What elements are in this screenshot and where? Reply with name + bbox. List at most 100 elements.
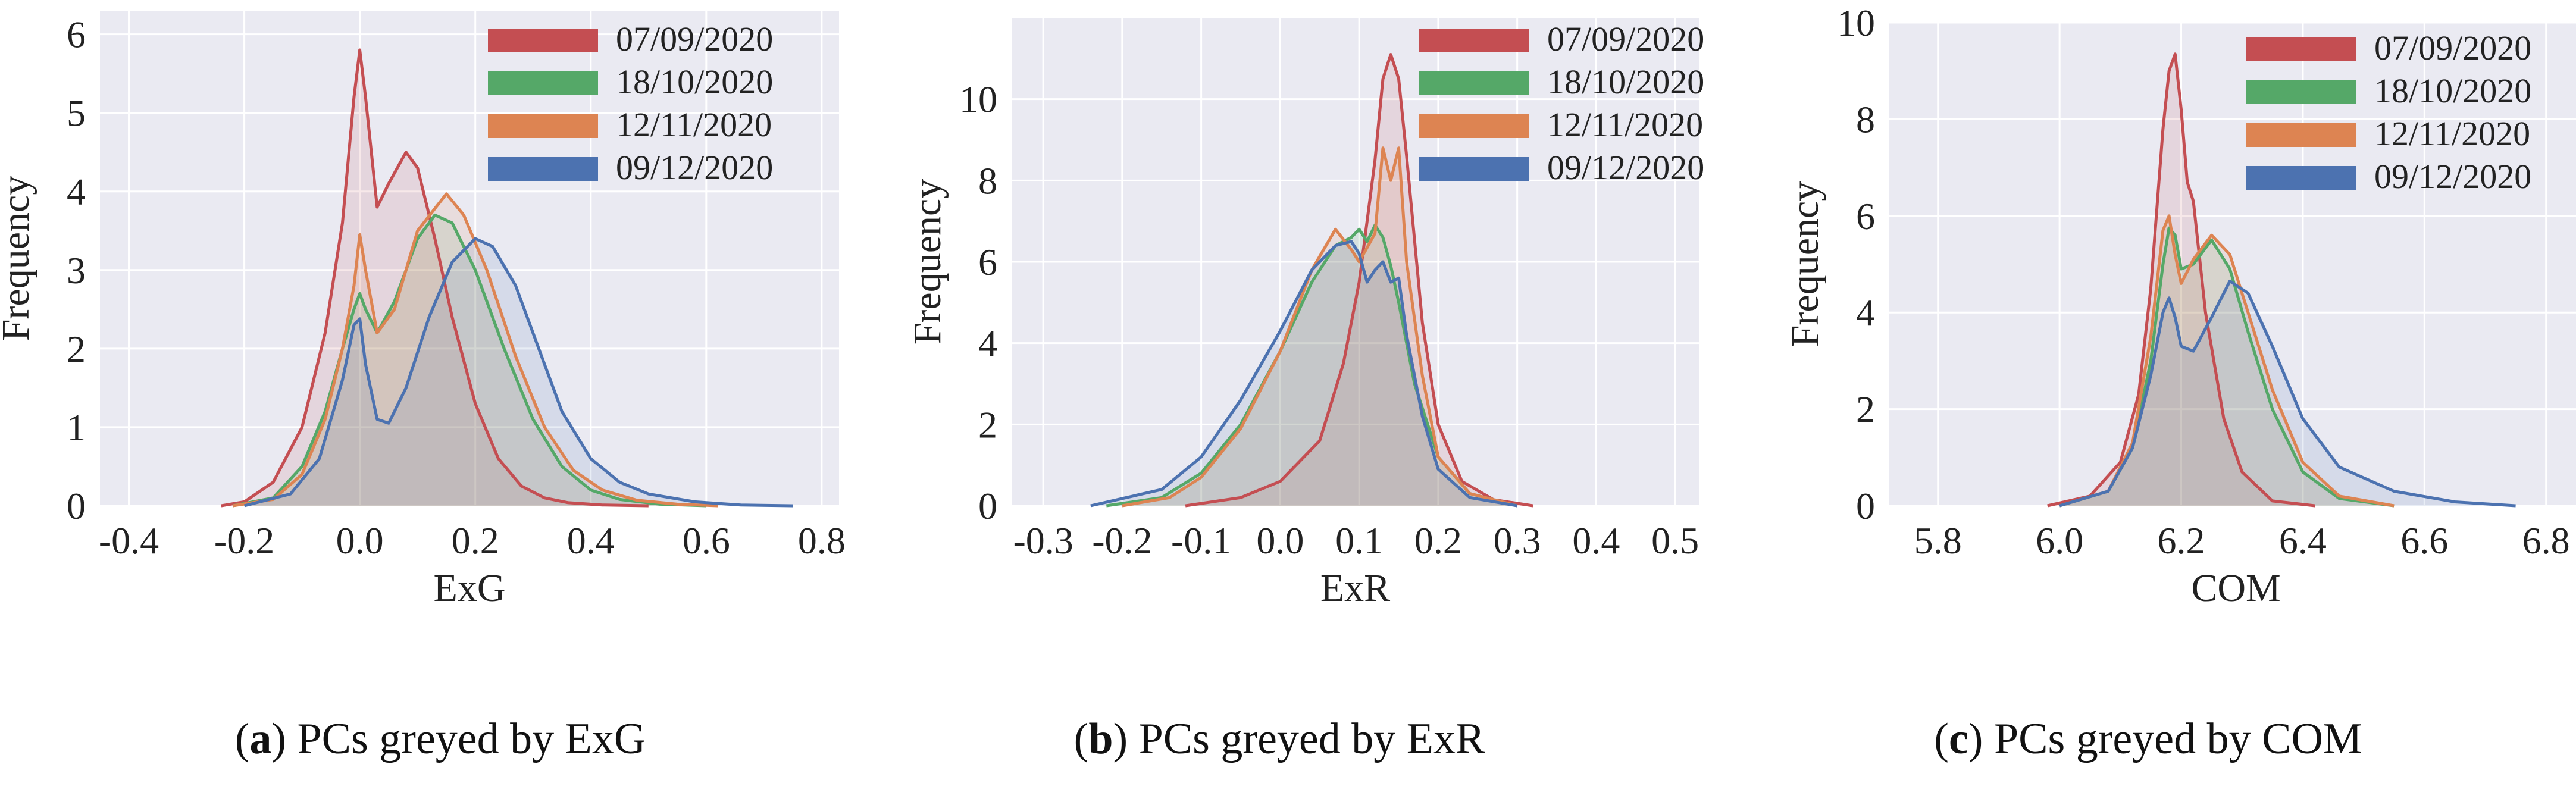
y-tick-label: 0 — [67, 485, 86, 527]
x-tick-label: 6.4 — [2279, 519, 2327, 562]
y-tick-label: 2 — [1856, 389, 1875, 431]
y-tick-label: 10 — [959, 79, 997, 121]
series-line — [2059, 214, 2395, 508]
caption-exr: (b) PCs greyed by ExR — [1073, 715, 1485, 763]
series-line — [1122, 146, 1518, 508]
x-tick-label: -0.1 — [1171, 519, 1231, 562]
series-area — [1090, 241, 1517, 506]
series-line — [2059, 279, 2516, 508]
legend-swatch — [488, 29, 598, 52]
series-line — [2047, 52, 2315, 508]
y-tick-label: 1 — [67, 406, 86, 449]
x-tick-label: 6.8 — [2522, 519, 2570, 562]
y-tick-label: 4 — [67, 171, 86, 213]
y-tick-label: 2 — [67, 328, 86, 370]
x-tick-label: 0.0 — [336, 519, 384, 562]
panel-exg: -0.4 -0.2 0.0 0.2 0.4 0.6 0.8 0 1 2 3 4 5 6 ExG Frequen… — [0, 11, 846, 610]
legend-label: 09/12/2020 — [2374, 157, 2531, 196]
legend-label: 09/12/2020 — [616, 148, 773, 187]
y-tick-label: 8 — [1856, 98, 1875, 140]
y-tick-label: 4 — [1856, 292, 1875, 334]
legend-label: 18/10/2020 — [616, 62, 773, 101]
legend-label: 12/11/2020 — [616, 105, 772, 144]
caption-letter: c — [1948, 715, 1968, 763]
y-tick-label: 0 — [1856, 485, 1875, 527]
series-line — [243, 237, 793, 508]
x-tick-label: 0.4 — [567, 519, 615, 562]
y-tick-label: 3 — [67, 249, 86, 292]
series-line — [232, 192, 718, 508]
legend-label: 07/09/2020 — [616, 20, 773, 58]
x-tick-label: 6.2 — [2158, 519, 2205, 562]
caption-com: (c) PCs greyed by COM — [1934, 715, 2362, 763]
y-axis-label: Frequency — [0, 176, 37, 342]
x-tick-label: 6.0 — [2036, 519, 2083, 562]
legend-label: 18/10/2020 — [1547, 62, 1704, 101]
y-tick-label: 2 — [978, 403, 997, 446]
legend-swatch — [488, 71, 598, 95]
x-axis-label: ExG — [434, 566, 506, 610]
x-tick-label: 6.6 — [2400, 519, 2448, 562]
y-axis-label: Frequency — [1783, 181, 1827, 347]
legend-swatch — [2246, 80, 2356, 104]
y-tick-label: 6 — [978, 241, 997, 283]
legend-label: 07/09/2020 — [2374, 29, 2531, 67]
y-axis-label: Frequency — [906, 179, 949, 345]
series-area — [1185, 54, 1533, 506]
legend-swatch — [1419, 157, 1529, 181]
legend-swatch — [1419, 29, 1529, 52]
y-tick-label: 4 — [978, 322, 997, 365]
series-area — [2059, 228, 2395, 506]
legend-swatch — [2246, 37, 2356, 61]
series-area — [221, 50, 649, 506]
caption-text: PCs greyed by COM — [1983, 715, 2362, 763]
series-area — [1106, 225, 1517, 506]
x-axis-label: ExR — [1320, 566, 1390, 610]
y-tick-label: 10 — [1837, 2, 1875, 44]
series-area — [233, 215, 706, 506]
x-tick-label: -0.2 — [214, 519, 274, 562]
legend-swatch — [2246, 166, 2356, 190]
series-area — [1122, 148, 1517, 506]
caption-text: PCs greyed by ExR — [1128, 715, 1485, 763]
series-area — [2059, 281, 2516, 506]
series-line — [221, 48, 649, 508]
legend-label: 12/11/2020 — [1547, 105, 1703, 144]
x-tick-label: 0.6 — [683, 519, 730, 562]
x-tick-label: -0.3 — [1013, 519, 1073, 562]
panel-com: 5.8 6.0 6.2 6.4 6.6 6.8 0 2 4 6 8 10 COM Frequency 07/… — [1783, 2, 2576, 610]
legend-swatch — [488, 157, 598, 181]
series-line — [2059, 226, 2395, 508]
x-tick-label: 0.8 — [798, 519, 846, 562]
x-tick-label: 0.2 — [452, 519, 499, 562]
series-line — [1090, 240, 1518, 508]
legend-swatch — [488, 114, 598, 138]
x-tick-label: 0.4 — [1572, 519, 1620, 562]
y-tick-label: 8 — [978, 159, 997, 202]
x-tick-label: -0.4 — [99, 519, 159, 562]
panel-exr: -0.3 -0.2 -0.1 0.0 0.1 0.2 0.3 0.4 0.5 0 2 4 6 8 10 ExR… — [906, 18, 1704, 610]
legend-swatch — [2246, 123, 2356, 147]
legend-label: 12/11/2020 — [2374, 114, 2530, 153]
x-tick-label: 0.3 — [1494, 519, 1541, 562]
series-area — [233, 193, 718, 506]
caption-text: PCs greyed by ExG — [286, 715, 646, 763]
x-tick-label: 0.0 — [1256, 519, 1304, 562]
x-tick-label: 5.8 — [1914, 519, 1962, 562]
legend-label: 09/12/2020 — [1547, 148, 1704, 187]
y-tick-label: 6 — [67, 14, 86, 56]
series-line — [1185, 53, 1533, 508]
series-area — [2059, 215, 2395, 506]
x-tick-label: 0.2 — [1414, 519, 1462, 562]
x-tick-label: -0.2 — [1092, 519, 1152, 562]
legend-label: 18/10/2020 — [2374, 71, 2531, 110]
legend-swatch — [1419, 114, 1529, 138]
caption-letter: b — [1088, 715, 1113, 763]
x-tick-label: 0.5 — [1651, 519, 1699, 562]
legend-swatch — [1419, 71, 1529, 95]
caption-exg: (a) PCs greyed by ExG — [234, 715, 646, 763]
y-tick-label: 6 — [1856, 195, 1875, 237]
x-axis-label: COM — [2191, 566, 2280, 610]
y-tick-label: 0 — [978, 485, 997, 527]
legend-label: 07/09/2020 — [1547, 20, 1704, 58]
